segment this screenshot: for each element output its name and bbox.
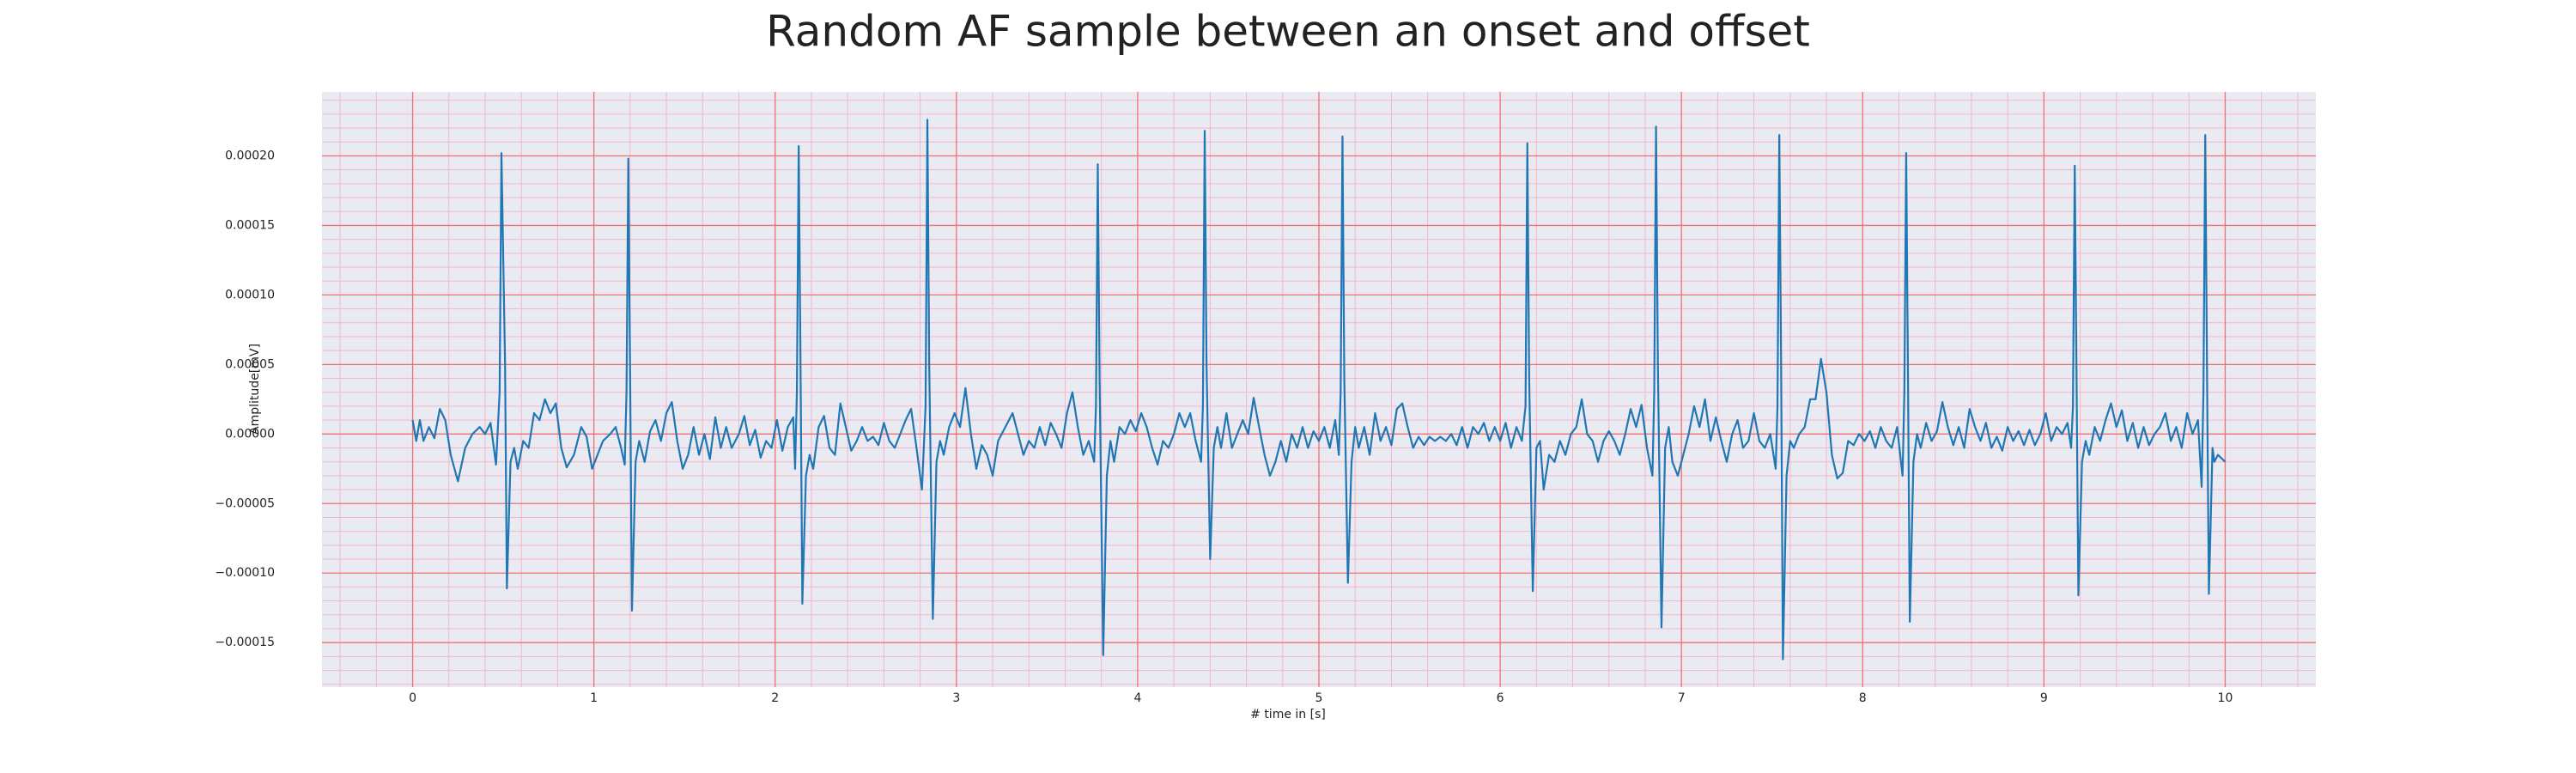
grid (322, 92, 2316, 687)
ticks: 0 1 2 3 4 5 6 7 8 9 10 −0.00015 −0.00010 −0.00005 0.00… (215, 149, 2233, 705)
y-tick-label: −0.00005 (215, 496, 275, 510)
x-tick-label: 4 (1133, 691, 1141, 705)
y-tick-label: 0.00005 (225, 357, 275, 371)
x-tick-label: 10 (2218, 691, 2233, 705)
y-tick-label: 0.00000 (225, 427, 275, 441)
chart-title: Random AF sample between an onset and of… (766, 7, 1810, 57)
x-tick-label: 9 (2040, 691, 2048, 705)
x-tick-label: 0 (409, 691, 416, 705)
x-tick-label: 2 (771, 691, 779, 705)
x-tick-label: 8 (1859, 691, 1867, 705)
x-tick-label: 6 (1497, 691, 1504, 705)
x-tick-label: 5 (1315, 691, 1323, 705)
y-tick-label: −0.00015 (215, 636, 275, 649)
y-axis-label: Amplitude[mV] (248, 344, 262, 435)
marks (411, 119, 2227, 660)
signal-line (411, 119, 2227, 660)
x-axis-label: # time in [s] (1250, 708, 1326, 721)
x-tick-label: 3 (952, 691, 960, 705)
y-tick-label: 0.00020 (225, 149, 275, 162)
y-tick-label: −0.00010 (215, 566, 275, 580)
x-tick-label: 1 (590, 691, 598, 705)
x-tick-label: 7 (1678, 691, 1686, 705)
y-tick-label: 0.00015 (225, 218, 275, 232)
y-tick-label: 0.00010 (225, 288, 275, 301)
